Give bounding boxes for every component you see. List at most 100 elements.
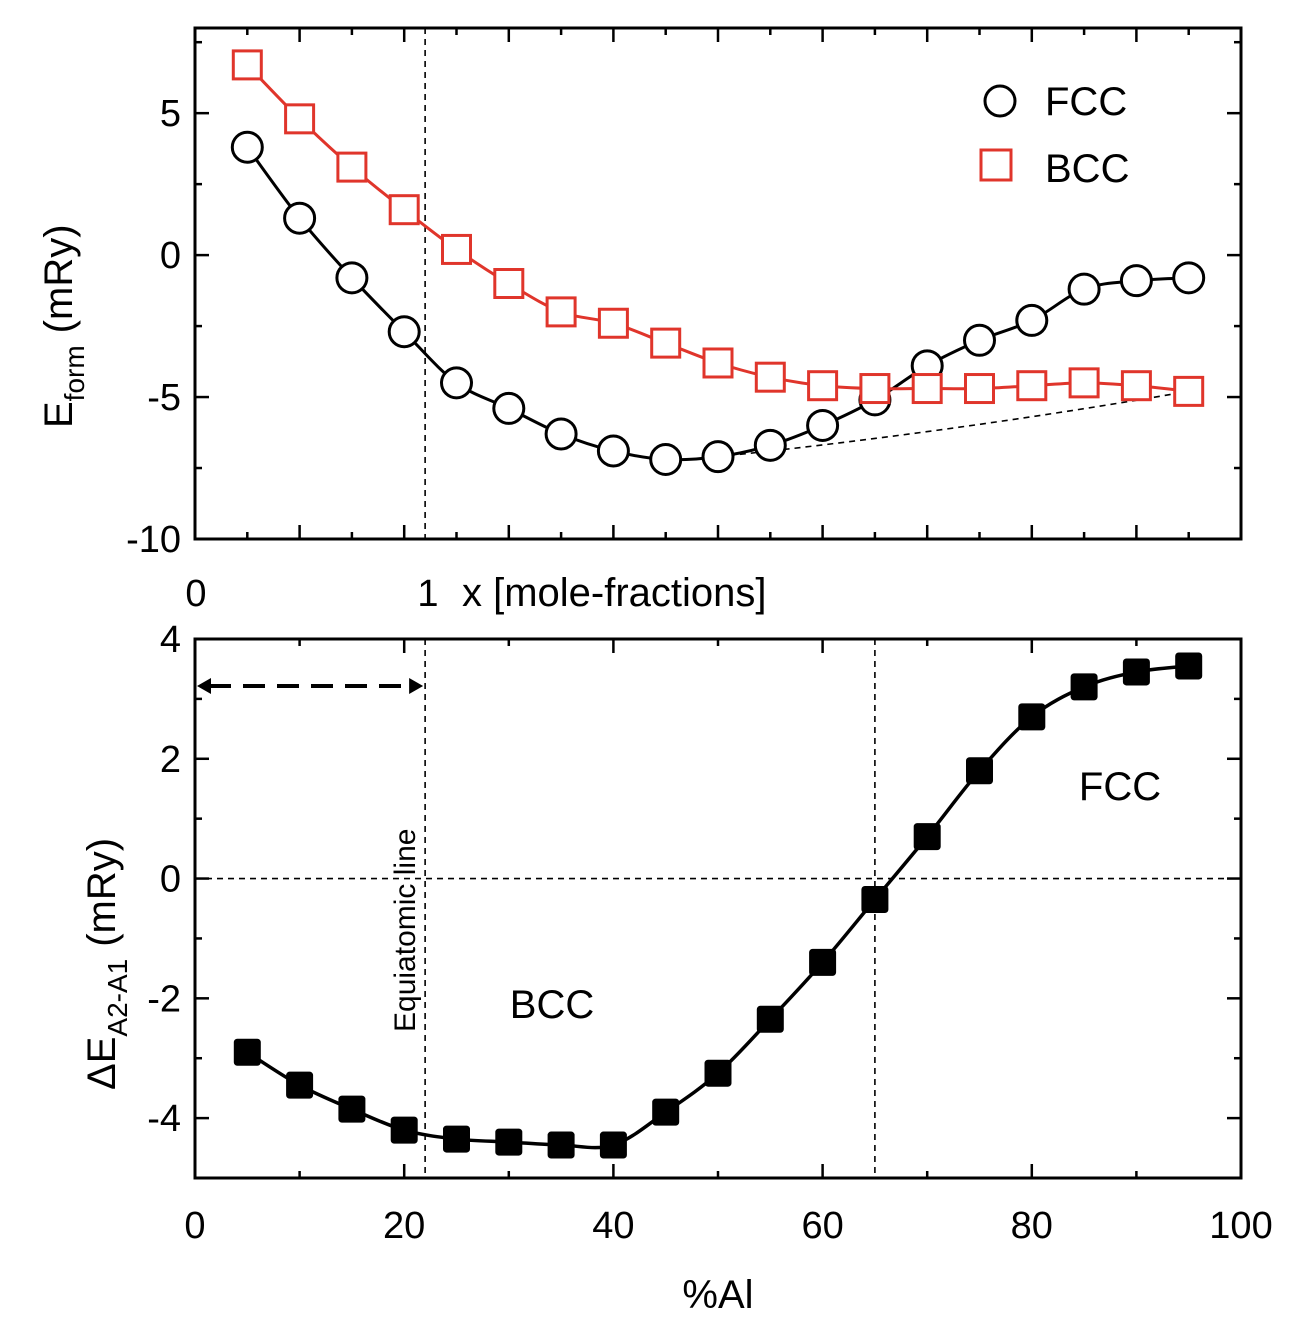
bottom-x-axis-title: %Al: [682, 1273, 753, 1317]
bottom-x-tick-label: 100: [1209, 1205, 1272, 1247]
top-point-bcc: [493, 268, 525, 299]
bottom-point: [966, 757, 993, 785]
top-point-bcc: [284, 103, 316, 135]
bottom-y-tick-label: -2: [147, 978, 181, 1020]
top-x-axis-title: x [mole-fractions]: [462, 571, 767, 615]
top-point-fcc: [806, 408, 840, 442]
top-point-bcc: [336, 151, 368, 183]
equiatomic-range-arrow: [197, 678, 424, 694]
bottom-y-tick-label: 2: [160, 739, 181, 781]
top-point-bcc: [441, 233, 472, 265]
bottom-point: [547, 1131, 575, 1159]
top-point-bcc: [1120, 370, 1152, 402]
bottom-x-tick-label: 0: [184, 1205, 205, 1247]
bottom-point: [756, 1005, 784, 1033]
top-point-bcc: [754, 361, 786, 393]
bottom-x-axis-labels: 0 20 40 60 80 100: [184, 1205, 1272, 1247]
bottom-y-axis-title-main: ΔE: [80, 1037, 124, 1090]
top-point-fcc: [753, 428, 787, 462]
bottom-ticks-group: -4 -2 0 2 4: [147, 619, 1241, 1180]
top-point-fcc: [649, 443, 683, 477]
top-point-fcc: [1172, 261, 1206, 295]
bottom-x-tick-label: 20: [383, 1205, 425, 1247]
top-point-fcc: [387, 315, 421, 349]
bottom-point: [495, 1128, 523, 1156]
bottom-point: [704, 1059, 732, 1087]
bottom-x-tick-label: 60: [801, 1205, 843, 1247]
top-x-axis-labels: 0 1 x [mole-fractions]: [185, 571, 766, 615]
bottom-point: [861, 886, 889, 914]
fcc-region-label: FCC: [1079, 765, 1161, 809]
top-point-bcc: [1068, 367, 1100, 399]
top-plot-frame: [193, 26, 1243, 541]
top-point-bcc: [597, 307, 629, 339]
top-point-fcc: [544, 417, 578, 451]
top-x-tick-label-1: 1: [417, 573, 438, 615]
arrow-head-right: [409, 678, 424, 694]
bottom-point: [1122, 658, 1150, 686]
bottom-y-axis-title: ΔEA2-A1 (mRy): [80, 838, 133, 1090]
top-point-bcc: [1173, 375, 1205, 407]
top-x-tick-label-0: 0: [185, 573, 206, 615]
top-point-bcc: [231, 49, 263, 81]
bottom-point: [1070, 673, 1098, 701]
top-y-axis-title-sub: form: [59, 345, 90, 401]
bottom-point: [809, 948, 837, 976]
top-point-fcc: [1119, 264, 1153, 298]
bottom-point: [233, 1038, 261, 1066]
top-y-tick-label: -5: [147, 377, 181, 419]
top-point-bcc: [911, 373, 943, 405]
bottom-series-group: [233, 652, 1203, 1159]
top-point-bcc: [964, 373, 995, 405]
equiatomic-line-label: Equiatomic line: [389, 829, 422, 1032]
bottom-y-axis-title-sub: A2-A1: [102, 959, 133, 1037]
top-point-fcc: [230, 130, 264, 164]
bottom-y-axis-title-unit: (mRy): [80, 838, 124, 947]
top-y-axis-title-unit: (mRy): [37, 224, 81, 333]
top-y-tick-label: -10: [126, 519, 181, 561]
bottom-plot-frame: [193, 637, 1243, 1180]
top-ticks-group: -10 -5 0 5: [126, 28, 1241, 561]
bottom-point: [1018, 703, 1046, 731]
top-y-axis-title: Eform (mRy): [37, 224, 90, 428]
top-point-bcc: [388, 194, 420, 226]
bottom-y-tick-label: 0: [160, 859, 181, 901]
legend-fcc-label: FCC: [1045, 80, 1127, 124]
top-point-bcc: [650, 327, 682, 359]
top-point-bcc: [545, 296, 577, 328]
bottom-panel: -4 -2 0 2 4 Equiatomic line BCC FCC 0 20 40 60 8…: [80, 619, 1273, 1317]
top-point-fcc: [335, 261, 369, 295]
top-hull-line: [717, 390, 1189, 458]
legend-bcc-label: BCC: [1045, 147, 1129, 191]
top-point-bcc: [1016, 370, 1048, 402]
top-point-fcc: [596, 434, 630, 468]
arrow-head-left: [197, 678, 211, 694]
top-point-fcc: [283, 201, 317, 235]
top-series-line-fcc: [246, 146, 1189, 462]
top-panel: -10 -5 0 5 FCC BCC 0 1 x [mole-fractions] E…: [37, 26, 1243, 615]
bcc-region-label: BCC: [510, 983, 594, 1027]
bottom-point: [599, 1131, 627, 1159]
bottom-x-tick-label: 40: [592, 1205, 634, 1247]
top-point-fcc: [492, 391, 526, 425]
top-point-fcc: [701, 440, 735, 474]
top-point-bcc: [807, 370, 839, 402]
top-legend: FCC BCC: [979, 80, 1129, 191]
bottom-x-tick-label: 80: [1011, 1205, 1053, 1247]
top-point-fcc: [1015, 303, 1049, 337]
top-series-group: [230, 49, 1206, 477]
bottom-point: [443, 1125, 470, 1153]
bottom-y-tick-label: -4: [147, 1098, 181, 1140]
top-y-tick-label: 0: [160, 235, 181, 277]
top-point-fcc: [440, 366, 473, 400]
legend-fcc-marker: [983, 84, 1017, 118]
top-point-bcc: [859, 373, 891, 405]
bottom-point: [286, 1071, 314, 1099]
legend-bcc-marker: [979, 148, 1013, 182]
top-point-bcc: [702, 347, 734, 379]
top-y-axis-title-main: E: [37, 401, 81, 428]
top-point-fcc: [1067, 272, 1101, 306]
bottom-point: [652, 1098, 680, 1126]
bottom-point: [913, 823, 941, 851]
bottom-y-tick-label: 4: [160, 619, 181, 661]
